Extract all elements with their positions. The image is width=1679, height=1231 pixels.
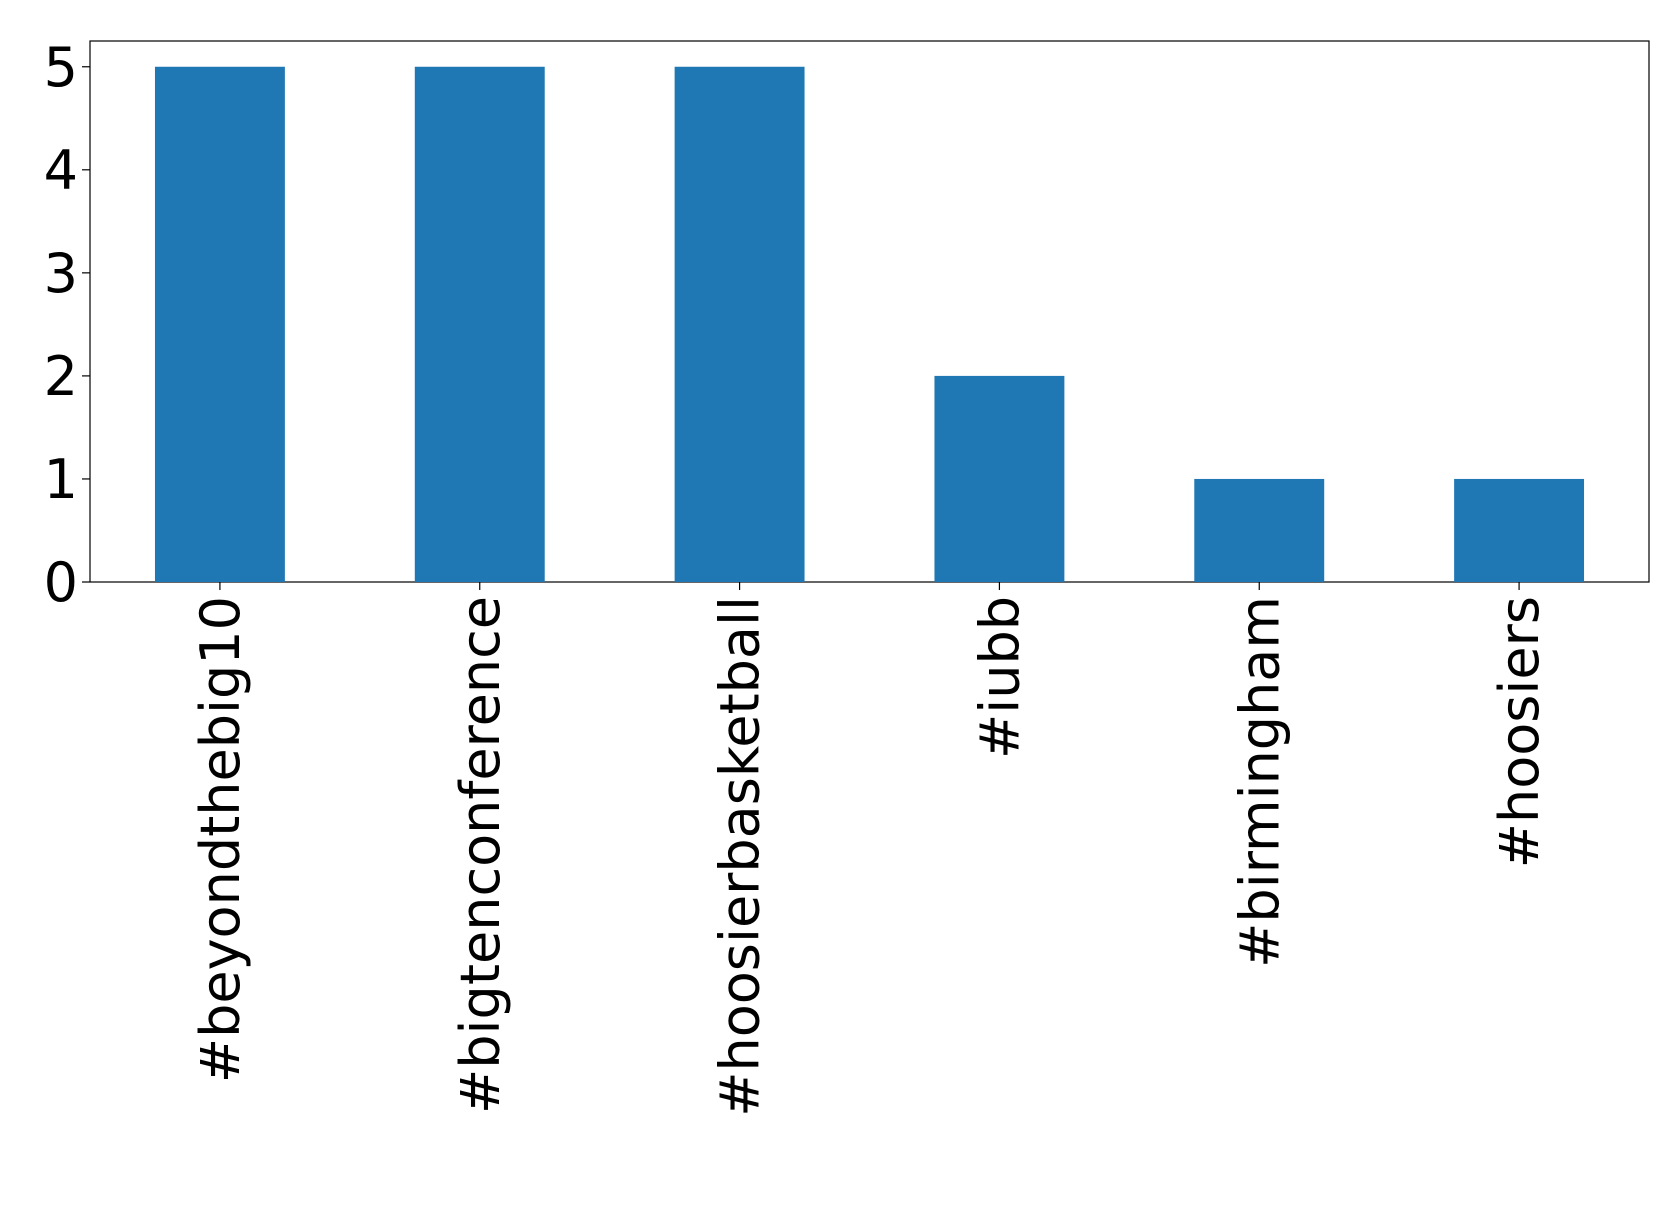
y-tick-label: 1 [44,448,78,511]
y-tick-label: 4 [44,139,78,202]
plot-frame [89,40,1650,583]
x-tick-label: #beyondthebig10 [189,596,252,1083]
bar [1194,478,1325,582]
x-tick-label: #hoosiers [1488,596,1551,868]
bar [934,375,1065,582]
bar [674,66,805,582]
y-tick-label: 3 [44,242,78,305]
bar [1454,478,1585,582]
x-tick-label: #iubb [968,596,1031,759]
y-tick-label: 2 [44,345,78,408]
x-tick-label: #bigtenconference [449,596,512,1114]
x-tick-label: #birmingham [1228,596,1291,968]
bar [414,66,545,582]
bar [154,66,285,582]
y-tick-label: 0 [44,551,78,614]
x-tick-label: #hoosierbasketball [709,596,772,1117]
y-tick-label: 5 [44,36,78,99]
